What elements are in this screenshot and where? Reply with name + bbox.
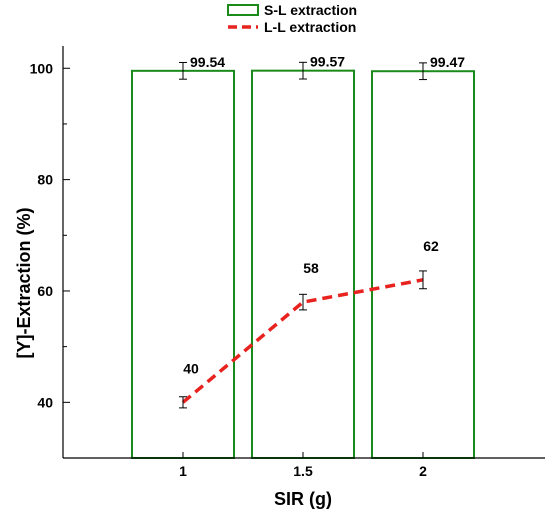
bar-s-l-2 xyxy=(371,70,475,460)
y-tick-label-40: 40 xyxy=(37,394,53,410)
x-axis-title: SIR (g) xyxy=(274,489,332,509)
error-bar-s-l-2 xyxy=(419,62,427,81)
line-layer xyxy=(179,270,427,409)
data-label-s-l-1: 99.54 xyxy=(190,54,225,70)
axes-layer: 40 60 80 100 1 1.5 2 xyxy=(30,46,545,479)
error-bar-s-l-1 xyxy=(179,61,187,80)
y-tick-label-60: 60 xyxy=(37,283,53,299)
y-tick-label-80: 80 xyxy=(37,172,53,188)
line-l-l xyxy=(181,278,424,404)
legend-label-s-l: S-L extraction xyxy=(264,2,357,18)
error-bar-l-l-2 xyxy=(419,270,427,290)
error-bar-l-l-1 xyxy=(179,396,187,409)
x-tick-label-1: 1 xyxy=(179,463,187,479)
error-bar-l-l-1.5 xyxy=(299,293,307,311)
error-bar-s-l-1.5 xyxy=(299,61,307,80)
data-label-s-l-1.5: 99.57 xyxy=(310,54,345,70)
x-tick-label-1.5: 1.5 xyxy=(293,463,313,479)
legend: S-L extraction L-L extraction xyxy=(227,2,357,35)
labels-layer: 99.54 99.57 99.47 40 58 62 xyxy=(183,54,465,377)
legend-swatch-s-l xyxy=(227,4,259,16)
data-label-s-l-2: 99.47 xyxy=(430,54,465,70)
data-label-l-l-1: 40 xyxy=(183,360,199,376)
y-axis-title: [Y]-Extraction (%) xyxy=(14,207,34,358)
y-tick-label-100: 100 xyxy=(30,60,54,76)
data-label-l-l-1.5: 58 xyxy=(303,260,319,276)
data-label-l-l-2: 62 xyxy=(423,238,439,254)
x-tick-label-2: 2 xyxy=(419,463,427,479)
legend-label-l-l: L-L extraction xyxy=(264,19,356,35)
